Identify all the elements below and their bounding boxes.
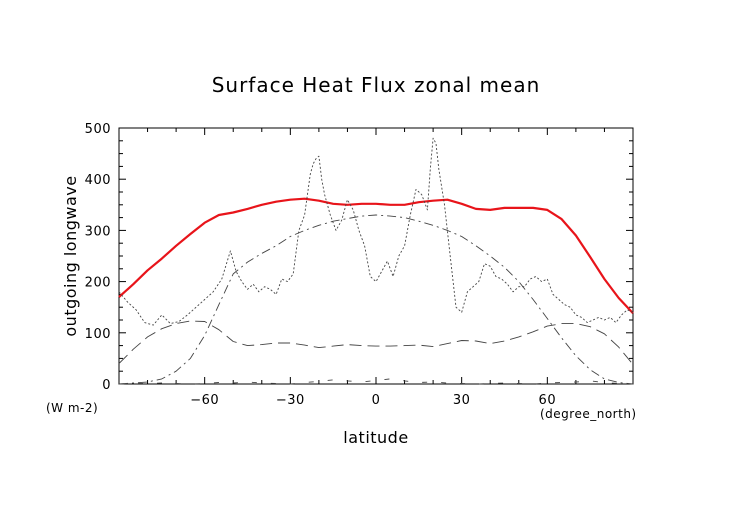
- y-tick-label: 0: [102, 378, 111, 393]
- x-axis-label: latitude: [343, 428, 408, 447]
- series-line-solid-red: [118, 197, 634, 315]
- x-unit-label: (degree_north): [540, 407, 637, 421]
- chart-title: Surface Heat Flux zonal mean: [212, 73, 541, 97]
- x-tick-label: 60: [539, 393, 557, 408]
- x-tick-label: −60: [190, 393, 219, 408]
- y-tick-label: 400: [85, 173, 111, 188]
- y-tick-label: 200: [85, 276, 111, 291]
- y-tick-label: 100: [85, 327, 111, 342]
- axis-ticks: −60 −30 0 30 60 0 100 200 300 400 500: [85, 122, 634, 408]
- series-line-dotted: [118, 137, 634, 326]
- y-tick-label: 300: [85, 224, 111, 239]
- x-tick-label: 30: [453, 393, 471, 408]
- x-tick-label: 0: [372, 393, 381, 408]
- y-tick-label: 500: [85, 122, 111, 137]
- plot-frame: [118, 127, 634, 385]
- y-axis-label: outgoing longwave: [61, 175, 80, 336]
- x-tick-label: −30: [276, 393, 305, 408]
- series-line-dash-dot: [118, 214, 634, 385]
- series-layer: [118, 137, 634, 385]
- y-unit-label: (W m-2): [46, 401, 98, 415]
- series-line-long-dash: [118, 320, 634, 365]
